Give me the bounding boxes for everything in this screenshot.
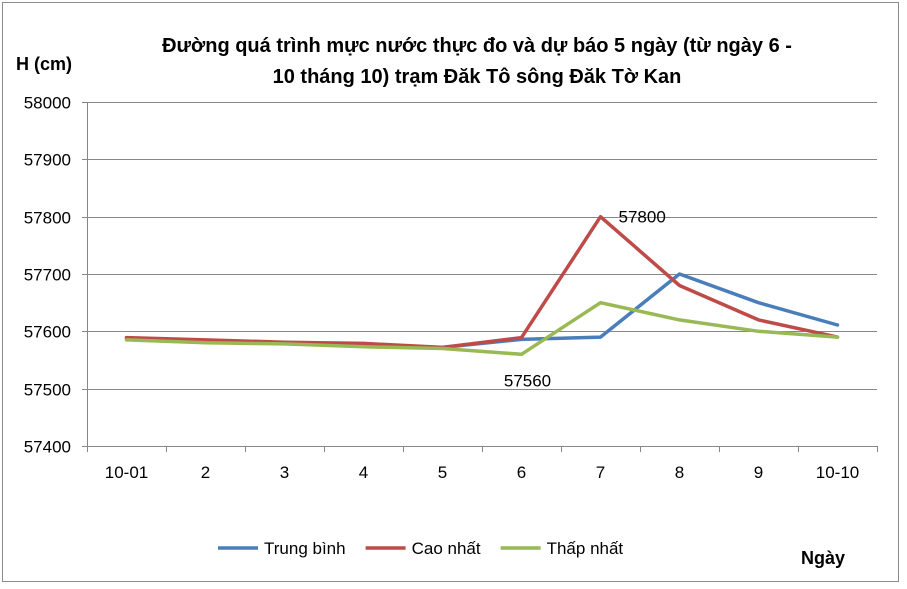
x-tick-label: 10-01 xyxy=(105,463,148,482)
chart-title-line-2: 10 tháng 10) trạm Đăk Tô sông Đăk Tờ Kan xyxy=(273,66,682,88)
x-tick-label: 4 xyxy=(359,463,368,482)
y-axis-label: H (cm) xyxy=(16,54,72,74)
x-tick-label: 6 xyxy=(517,463,526,482)
data-annotations: 57800 57560 xyxy=(504,208,666,391)
x-tick-label: 2 xyxy=(201,463,210,482)
x-tick-label: 7 xyxy=(596,463,605,482)
y-tick-label: 57500 xyxy=(24,381,71,400)
y-tick-label: 57800 xyxy=(24,209,71,228)
y-tick-label: 57600 xyxy=(24,323,71,342)
chart-title-line-1: Đường quá trình mực nước thực đo và dự b… xyxy=(162,35,792,57)
series-lines xyxy=(124,214,840,357)
x-tick-label: 3 xyxy=(280,463,289,482)
x-axis: 10-01 2 3 4 5 6 7 8 9 10-10 xyxy=(87,102,878,482)
series-line xyxy=(124,300,840,357)
legend-label: Trung bình xyxy=(264,539,346,558)
x-axis-label: Ngày xyxy=(801,548,845,568)
y-tick-label: 58000 xyxy=(24,94,71,113)
x-tick-label: 9 xyxy=(754,463,763,482)
series-line xyxy=(124,272,840,350)
chart-frame xyxy=(2,2,899,582)
legend: Trung bình Cao nhất Thấp nhất xyxy=(218,539,623,558)
y-tick-label: 57700 xyxy=(24,266,71,285)
data-label: 57560 xyxy=(504,371,551,390)
x-tick-label: 5 xyxy=(438,463,447,482)
series-line xyxy=(124,214,840,350)
x-tick-label: 10-10 xyxy=(816,463,859,482)
y-tick-label: 57400 xyxy=(24,438,71,457)
y-tick-labels: 57400 57500 57600 57700 57800 57900 58000 xyxy=(24,94,71,457)
gridlines xyxy=(82,102,877,447)
data-label: 57800 xyxy=(619,208,666,227)
x-tick-label: 8 xyxy=(675,463,684,482)
legend-label: Cao nhất xyxy=(412,539,481,558)
y-tick-label: 57900 xyxy=(24,151,71,170)
legend-label: Thấp nhất xyxy=(547,539,624,558)
